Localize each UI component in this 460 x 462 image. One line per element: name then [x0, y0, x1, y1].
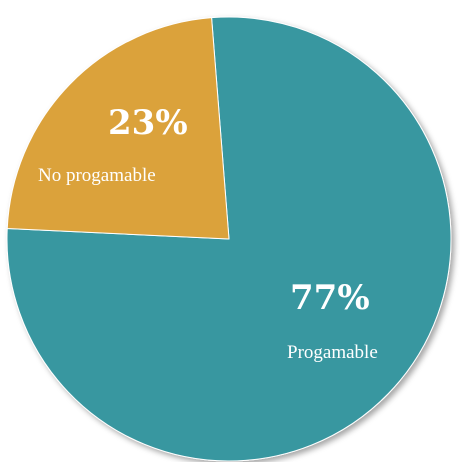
slice-name-label-progamable: Progamable: [287, 342, 378, 363]
slice-pct-label-no-progamable: 23%: [108, 103, 188, 143]
slice-name-label-no-progamable: No progamable: [38, 165, 156, 186]
pie-labels: 77% Progamable 23% No progamable: [38, 103, 378, 363]
pie-slices: [6, 16, 452, 462]
pie-slice-no-progamable: [6, 17, 230, 240]
slice-pct-label-progamable: 77%: [290, 278, 370, 318]
